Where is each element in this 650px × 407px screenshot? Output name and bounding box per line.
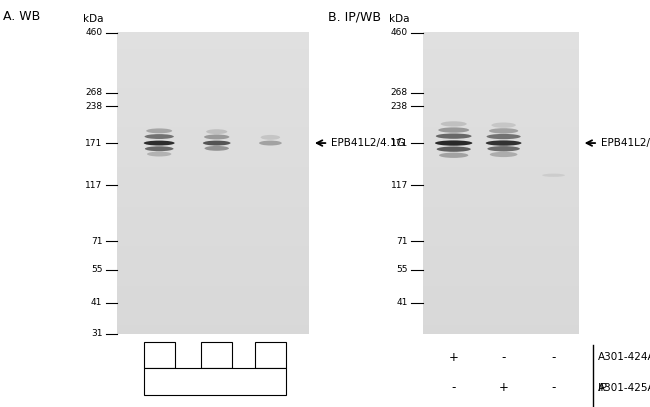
Text: -: - bbox=[501, 351, 506, 363]
Text: EPB41L2/4.1G: EPB41L2/4.1G bbox=[332, 138, 405, 148]
Text: +: + bbox=[499, 381, 508, 394]
Ellipse shape bbox=[542, 174, 565, 177]
Ellipse shape bbox=[205, 146, 229, 151]
Text: -: - bbox=[551, 381, 556, 394]
Ellipse shape bbox=[147, 151, 172, 156]
Text: 171: 171 bbox=[85, 138, 103, 148]
Text: +: + bbox=[448, 351, 459, 363]
Bar bbox=[144, 368, 286, 395]
Ellipse shape bbox=[436, 133, 472, 139]
Text: 41: 41 bbox=[396, 298, 408, 307]
Text: 71: 71 bbox=[396, 237, 408, 246]
Text: A301-424A: A301-424A bbox=[598, 352, 650, 362]
Text: 268: 268 bbox=[85, 88, 103, 97]
Text: IP: IP bbox=[598, 383, 608, 393]
Ellipse shape bbox=[203, 140, 231, 145]
Ellipse shape bbox=[438, 127, 469, 133]
Text: EPB41L2/4.1G: EPB41L2/4.1G bbox=[601, 138, 650, 148]
Ellipse shape bbox=[261, 135, 280, 140]
Ellipse shape bbox=[259, 140, 281, 145]
Text: 5: 5 bbox=[267, 350, 274, 360]
Ellipse shape bbox=[439, 153, 468, 158]
Text: -: - bbox=[452, 381, 456, 394]
Text: 55: 55 bbox=[91, 265, 103, 274]
Text: 50: 50 bbox=[152, 350, 166, 360]
Text: 71: 71 bbox=[91, 237, 103, 246]
Text: 31: 31 bbox=[91, 329, 103, 338]
Ellipse shape bbox=[437, 147, 471, 152]
Ellipse shape bbox=[206, 129, 228, 134]
Text: 171: 171 bbox=[391, 138, 408, 148]
Ellipse shape bbox=[435, 140, 473, 146]
Bar bbox=[202, 342, 232, 368]
Text: 460: 460 bbox=[391, 28, 408, 37]
Ellipse shape bbox=[144, 140, 175, 145]
Ellipse shape bbox=[441, 121, 467, 127]
Text: 117: 117 bbox=[85, 181, 103, 190]
Text: A. WB: A. WB bbox=[3, 10, 40, 23]
Ellipse shape bbox=[146, 128, 172, 133]
Text: 460: 460 bbox=[85, 28, 103, 37]
Ellipse shape bbox=[486, 140, 521, 146]
Text: 55: 55 bbox=[396, 265, 408, 274]
Ellipse shape bbox=[145, 146, 174, 151]
Ellipse shape bbox=[491, 123, 516, 128]
Text: 238: 238 bbox=[85, 102, 103, 111]
Text: kDa: kDa bbox=[83, 14, 104, 24]
Ellipse shape bbox=[488, 146, 520, 151]
Text: 268: 268 bbox=[391, 88, 408, 97]
Text: A301-425A: A301-425A bbox=[598, 383, 650, 393]
Bar bbox=[255, 342, 286, 368]
Text: 238: 238 bbox=[391, 102, 408, 111]
Ellipse shape bbox=[487, 134, 521, 139]
Text: 41: 41 bbox=[91, 298, 103, 307]
Ellipse shape bbox=[490, 152, 517, 157]
Text: kDa: kDa bbox=[389, 14, 410, 24]
Text: HeLa: HeLa bbox=[201, 376, 229, 387]
Text: 117: 117 bbox=[391, 181, 408, 190]
Bar bbox=[144, 342, 175, 368]
Text: B. IP/WB: B. IP/WB bbox=[328, 10, 382, 23]
Text: -: - bbox=[551, 351, 556, 363]
Ellipse shape bbox=[204, 134, 229, 139]
Ellipse shape bbox=[144, 134, 174, 139]
Ellipse shape bbox=[489, 128, 518, 133]
Text: 15: 15 bbox=[210, 350, 224, 360]
